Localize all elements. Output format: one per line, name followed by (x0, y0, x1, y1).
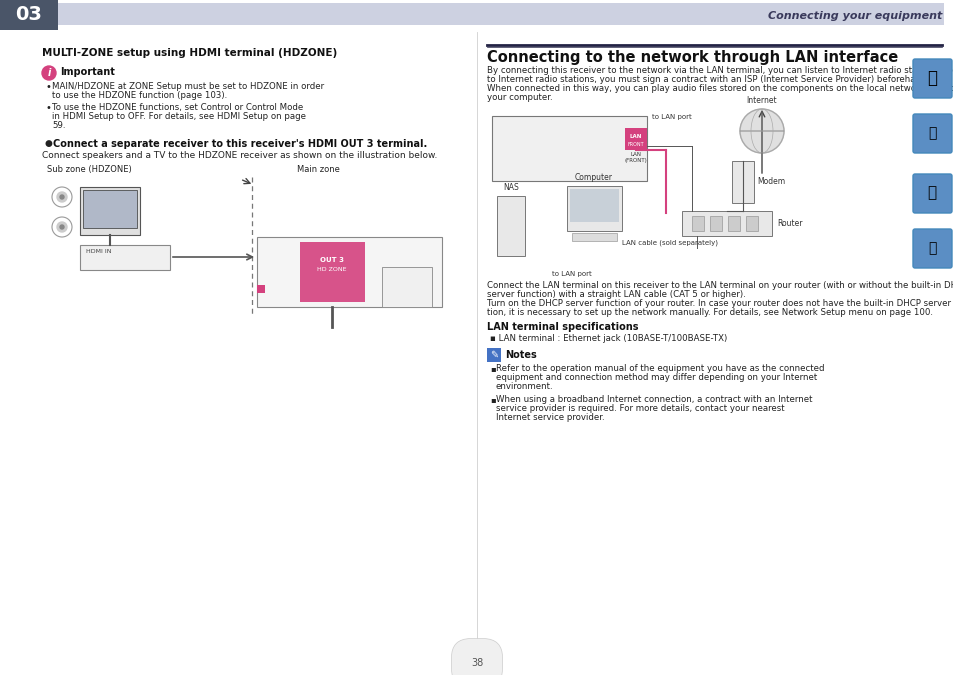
Circle shape (57, 192, 67, 202)
FancyBboxPatch shape (745, 216, 758, 231)
Circle shape (42, 66, 56, 80)
Text: Notes: Notes (504, 350, 537, 360)
Text: tion, it is necessary to set up the network manually. For details, see Network S: tion, it is necessary to set up the netw… (486, 308, 932, 317)
Text: Main zone: Main zone (296, 165, 339, 174)
Text: NAS: NAS (502, 183, 518, 192)
Text: Connect speakers and a TV to the HDZONE receiver as shown on the illustration be: Connect speakers and a TV to the HDZONE … (42, 151, 436, 160)
FancyBboxPatch shape (731, 161, 753, 203)
FancyBboxPatch shape (256, 285, 265, 293)
Circle shape (57, 222, 67, 232)
Text: server function) with a straight LAN cable (CAT 5 or higher).: server function) with a straight LAN cab… (486, 290, 745, 299)
FancyBboxPatch shape (299, 242, 365, 302)
Text: Computer: Computer (575, 173, 613, 182)
FancyBboxPatch shape (912, 229, 951, 268)
Text: LAN cable (sold separately): LAN cable (sold separately) (621, 240, 718, 246)
Text: ▪: ▪ (490, 364, 496, 373)
Text: When connected in this way, you can play audio files stored on the components on: When connected in this way, you can play… (486, 84, 953, 93)
Text: your computer.: your computer. (486, 93, 552, 102)
Text: 🔧: 🔧 (927, 126, 935, 140)
Text: to Internet radio stations, you must sign a contract with an ISP (Internet Servi: to Internet radio stations, you must sig… (486, 75, 928, 84)
FancyBboxPatch shape (624, 128, 646, 150)
FancyBboxPatch shape (0, 0, 58, 30)
FancyBboxPatch shape (381, 267, 432, 307)
Text: Connecting your equipment: Connecting your equipment (767, 11, 941, 21)
FancyBboxPatch shape (912, 114, 951, 153)
FancyBboxPatch shape (566, 186, 621, 231)
Text: to LAN port: to LAN port (552, 271, 591, 277)
FancyBboxPatch shape (492, 116, 646, 181)
Circle shape (60, 195, 64, 199)
FancyBboxPatch shape (80, 187, 140, 235)
Text: Important: Important (60, 67, 114, 77)
Circle shape (60, 225, 64, 229)
Text: Refer to the operation manual of the equipment you have as the connected: Refer to the operation manual of the equ… (496, 364, 823, 373)
Text: Internet service provider.: Internet service provider. (496, 413, 604, 422)
FancyBboxPatch shape (569, 189, 618, 222)
Text: FRONT: FRONT (627, 142, 643, 146)
Text: MULTI-ZONE setup using HDMI terminal (HDZONE): MULTI-ZONE setup using HDMI terminal (HD… (42, 48, 337, 58)
FancyBboxPatch shape (709, 216, 721, 231)
Circle shape (740, 109, 783, 153)
FancyBboxPatch shape (486, 348, 500, 362)
Text: environment.: environment. (496, 382, 553, 391)
FancyBboxPatch shape (256, 237, 441, 307)
Text: LAN
(FRONT): LAN (FRONT) (624, 152, 647, 163)
Text: MAIN/HDZONE at ZONE Setup must be set to HDZONE in order: MAIN/HDZONE at ZONE Setup must be set to… (52, 82, 324, 91)
Text: 38: 38 (471, 658, 482, 668)
FancyBboxPatch shape (83, 190, 137, 228)
FancyBboxPatch shape (727, 216, 740, 231)
Text: Connecting to the network through LAN interface: Connecting to the network through LAN in… (486, 50, 898, 65)
FancyBboxPatch shape (80, 245, 170, 270)
Text: HD ZONE: HD ZONE (317, 267, 346, 272)
Text: service provider is required. For more details, contact your nearest: service provider is required. For more d… (496, 404, 783, 413)
Text: to LAN port: to LAN port (651, 114, 691, 120)
Text: When using a broadband Internet connection, a contract with an Internet: When using a broadband Internet connecti… (496, 395, 812, 404)
Text: in HDMI Setup to OFF. For details, see HDMI Setup on page: in HDMI Setup to OFF. For details, see H… (52, 112, 306, 121)
Text: OUT 3: OUT 3 (319, 257, 344, 263)
Text: Sub zone (HDZONE): Sub zone (HDZONE) (47, 165, 132, 174)
Text: To use the HDZONE functions, set Control or Control Mode: To use the HDZONE functions, set Control… (52, 103, 303, 112)
Text: LAN terminal specifications: LAN terminal specifications (486, 322, 638, 332)
Text: ❓: ❓ (926, 186, 936, 200)
Text: 59.: 59. (52, 121, 66, 130)
Text: •: • (46, 82, 51, 92)
Text: 03: 03 (15, 5, 42, 24)
Text: Router: Router (776, 219, 801, 227)
Text: Connect a separate receiver to this receiver's HDMI OUT 3 terminal.: Connect a separate receiver to this rece… (53, 139, 427, 149)
FancyBboxPatch shape (912, 174, 951, 213)
Text: Turn on the DHCP server function of your router. In case your router does not ha: Turn on the DHCP server function of your… (486, 299, 953, 308)
Text: equipment and connection method may differ depending on your Internet: equipment and connection method may diff… (496, 373, 817, 382)
FancyBboxPatch shape (681, 211, 771, 236)
Text: LAN: LAN (629, 134, 641, 138)
Text: HDMI IN: HDMI IN (86, 249, 112, 254)
FancyBboxPatch shape (691, 216, 703, 231)
Text: Modem: Modem (757, 178, 784, 186)
Text: Connect the LAN terminal on this receiver to the LAN terminal on your router (wi: Connect the LAN terminal on this receive… (486, 281, 953, 290)
Text: to use the HDZONE function (page 103).: to use the HDZONE function (page 103). (52, 91, 227, 100)
FancyBboxPatch shape (912, 59, 951, 98)
FancyBboxPatch shape (497, 196, 524, 256)
FancyBboxPatch shape (572, 233, 617, 241)
Text: i: i (48, 68, 51, 78)
Text: •: • (46, 103, 51, 113)
Text: ✎: ✎ (490, 350, 497, 360)
Text: ●: ● (45, 139, 52, 148)
Text: Internet: Internet (746, 96, 777, 105)
Text: 🎵: 🎵 (927, 241, 935, 255)
Text: By connecting this receiver to the network via the LAN terminal, you can listen : By connecting this receiver to the netwo… (486, 66, 953, 75)
FancyBboxPatch shape (58, 3, 943, 25)
Text: 📗: 📗 (926, 69, 936, 87)
Text: ▪: ▪ (490, 395, 496, 404)
Text: ▪ LAN terminal : Ethernet jack (10BASE-T/100BASE-TX): ▪ LAN terminal : Ethernet jack (10BASE-T… (490, 334, 726, 343)
